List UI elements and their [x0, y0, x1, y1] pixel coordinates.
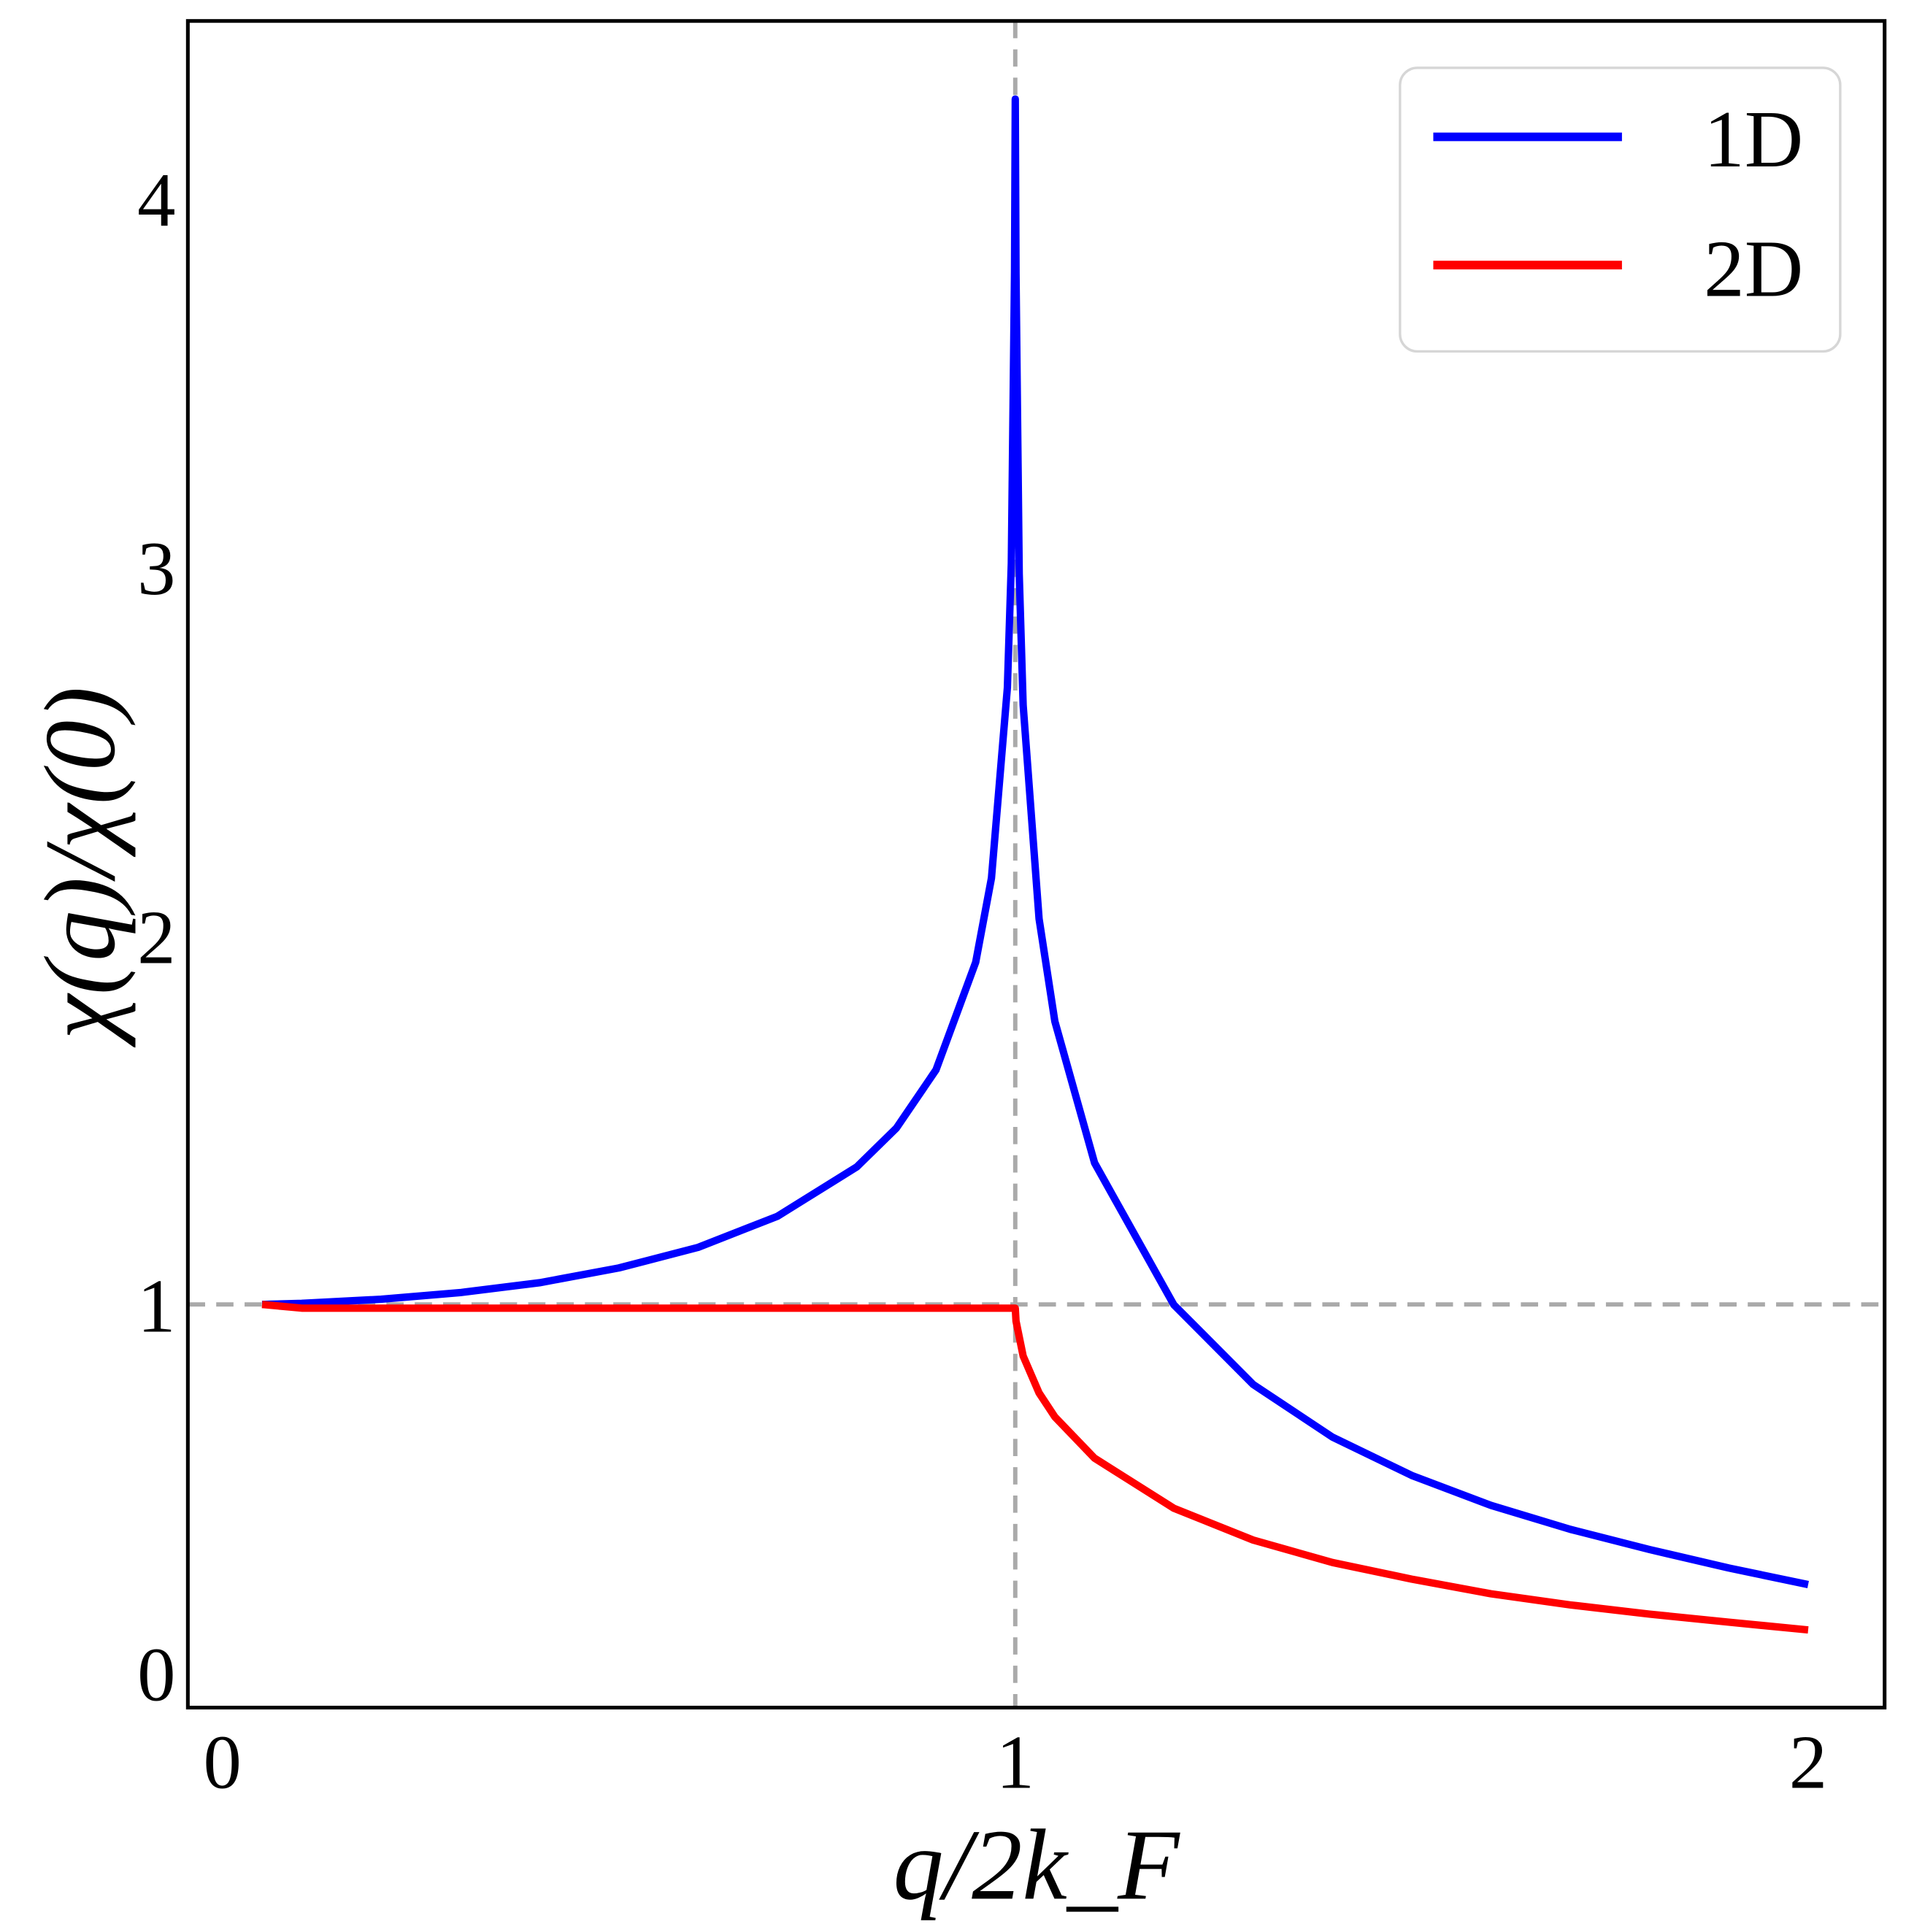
y-axis-label: χ(q)/χ(0)	[24, 687, 136, 1048]
legend-label-2d: 2D	[1704, 224, 1803, 314]
x-tick-label-1: 1	[996, 1720, 1034, 1804]
x-axis-label: q/2k_F	[893, 1809, 1180, 1920]
series-line-2d	[261, 1301, 1809, 1634]
y-tick-label-0: 0	[137, 1632, 175, 1717]
x-tick-label-2: 2	[1789, 1720, 1827, 1804]
x-tick-label-0: 0	[203, 1720, 241, 1804]
series-line-1d	[261, 95, 1810, 1588]
y-tick-label-2: 2	[137, 895, 175, 980]
y-tick-label-1: 1	[137, 1263, 175, 1348]
legend: 1D 2D	[1399, 66, 1842, 353]
y-tick-label-3: 3	[137, 526, 175, 611]
y-tick-label-4: 4	[137, 158, 175, 242]
legend-label-1d: 1D	[1704, 95, 1803, 185]
axes-frame	[185, 19, 1887, 1710]
plot-area	[188, 20, 1885, 1708]
